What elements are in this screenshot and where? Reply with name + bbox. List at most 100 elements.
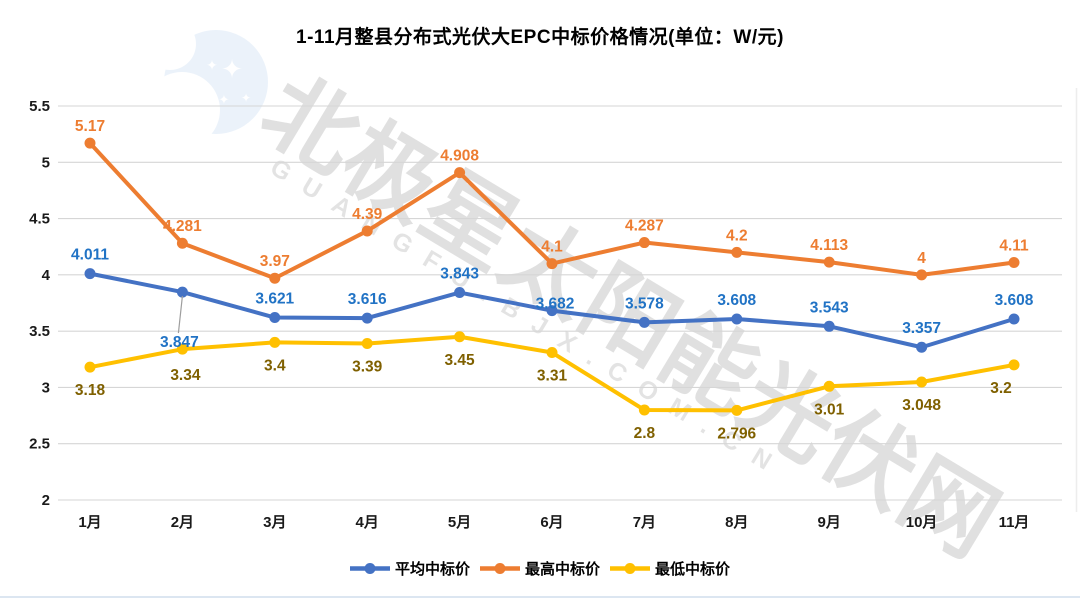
y-tick-label: 5	[42, 154, 50, 171]
data-label-average: 3.608	[717, 292, 756, 309]
data-label-average: 3.578	[625, 295, 664, 312]
data-label-lowest: 3.048	[902, 397, 941, 414]
data-point-average	[176, 286, 188, 298]
data-label-average: 3.616	[348, 291, 387, 308]
data-point-highest	[1008, 256, 1020, 268]
data-label-highest: 4.39	[352, 206, 383, 223]
chart-legend: 平均中标价 最高中标价 最低中标价	[0, 558, 1080, 579]
star-icon: ✦	[221, 54, 243, 84]
data-point-lowest	[638, 404, 650, 416]
x-tick-label: 6月	[540, 514, 563, 531]
legend-marker-icon	[610, 563, 650, 574]
data-label-average: 3.357	[902, 320, 941, 337]
x-tick-label: 10月	[906, 514, 938, 531]
polar-star-logo-icon: ✦ ✦ ✦ ✦	[160, 26, 268, 138]
data-label-highest: 4.287	[625, 218, 664, 235]
data-point-average	[454, 287, 466, 299]
legend-item-average: 平均中标价	[349, 558, 470, 579]
data-label-lowest: 3.01	[814, 401, 845, 418]
data-point-lowest	[454, 331, 466, 343]
data-point-average	[731, 313, 743, 325]
data-point-highest	[731, 246, 743, 258]
data-label-average: 3.682	[536, 296, 575, 313]
data-point-highest	[176, 237, 188, 249]
data-label-highest: 4.281	[163, 218, 202, 235]
x-tick-label: 8月	[725, 514, 748, 531]
data-label-highest: 4.908	[440, 148, 479, 165]
data-label-highest: 4.2	[726, 227, 748, 244]
data-point-average	[269, 312, 281, 324]
data-point-highest	[546, 258, 558, 270]
data-label-average: 3.621	[255, 291, 294, 308]
crescent-moon-icon	[160, 72, 220, 138]
crescent-cut	[160, 26, 196, 70]
data-point-lowest	[1008, 359, 1020, 371]
data-label-highest: 4.11	[999, 237, 1029, 254]
data-label-lowest: 3.45	[445, 352, 476, 369]
data-point-average	[546, 305, 558, 317]
data-label-average: 3.847	[160, 334, 199, 351]
legend-label: 最高中标价	[524, 561, 600, 578]
star-icon: ✦	[219, 92, 230, 107]
data-point-highest	[638, 237, 650, 249]
data-point-average	[823, 320, 835, 332]
data-point-highest	[84, 137, 96, 149]
label-leader-line	[177, 296, 183, 334]
legend-marker-icon	[349, 563, 390, 574]
data-label-highest: 3.97	[260, 253, 290, 270]
data-point-lowest	[916, 376, 928, 388]
series-line-highest	[88, 141, 1016, 281]
data-point-highest	[454, 167, 466, 179]
y-tick-label: 4.5	[29, 211, 50, 228]
data-point-highest	[361, 225, 373, 237]
legend-label: 最低中标价	[655, 561, 731, 578]
y-tick-label: 5.5	[29, 98, 50, 115]
data-point-average	[1008, 313, 1020, 325]
data-label-lowest: 3.18	[75, 382, 106, 399]
data-point-average	[84, 268, 96, 280]
data-label-lowest: 3.31	[537, 368, 568, 385]
data-label-lowest: 2.8	[634, 425, 656, 442]
data-label-average: 4.011	[71, 247, 109, 264]
y-tick-label: 3	[42, 379, 50, 396]
data-point-highest	[269, 272, 281, 284]
data-label-average: 3.543	[810, 299, 849, 316]
legend-item-highest: 最高中标价	[479, 558, 600, 579]
data-point-lowest	[731, 404, 743, 416]
chart-title: 1-11月整县分布式光伏大EPC中标价格情况(单位：W/元)	[296, 27, 784, 48]
y-tick-label: 2.5	[29, 436, 50, 453]
data-label-highest: 5.17	[75, 118, 105, 135]
data-label-average: 3.608	[995, 292, 1034, 309]
x-tick-label: 4月	[356, 514, 379, 531]
data-point-average	[361, 312, 373, 324]
legend-item-lowest: 最低中标价	[610, 558, 730, 579]
data-label-highest: 4	[917, 250, 926, 267]
star-icon: ✦	[206, 57, 218, 73]
bottom-divider	[0, 596, 1080, 598]
x-tick-label: 2月	[171, 514, 194, 531]
data-point-highest	[916, 269, 928, 281]
data-point-lowest	[269, 336, 281, 348]
x-tick-label: 9月	[818, 514, 841, 531]
data-label-lowest: 3.4	[264, 357, 286, 374]
data-label-highest: 4.1	[541, 239, 563, 256]
data-point-highest	[823, 256, 835, 268]
data-point-lowest	[361, 338, 373, 350]
data-point-average	[916, 341, 928, 353]
x-tick-label: 1月	[78, 514, 101, 531]
data-label-lowest: 3.2	[990, 380, 1012, 397]
x-tick-label: 7月	[633, 514, 656, 531]
data-label-lowest: 3.39	[352, 359, 383, 376]
legend-label: 平均中标价	[394, 561, 470, 578]
star-icon: ✦	[241, 91, 251, 105]
data-label-lowest: 3.34	[170, 367, 201, 384]
x-tick-label: 3月	[263, 514, 286, 531]
x-tick-label: 5月	[448, 514, 471, 531]
y-tick-label: 2	[42, 492, 50, 509]
data-point-average	[638, 316, 650, 328]
data-point-lowest	[84, 361, 96, 373]
x-tick-label: 11月	[999, 514, 1030, 531]
data-label-average: 3.843	[440, 266, 479, 283]
